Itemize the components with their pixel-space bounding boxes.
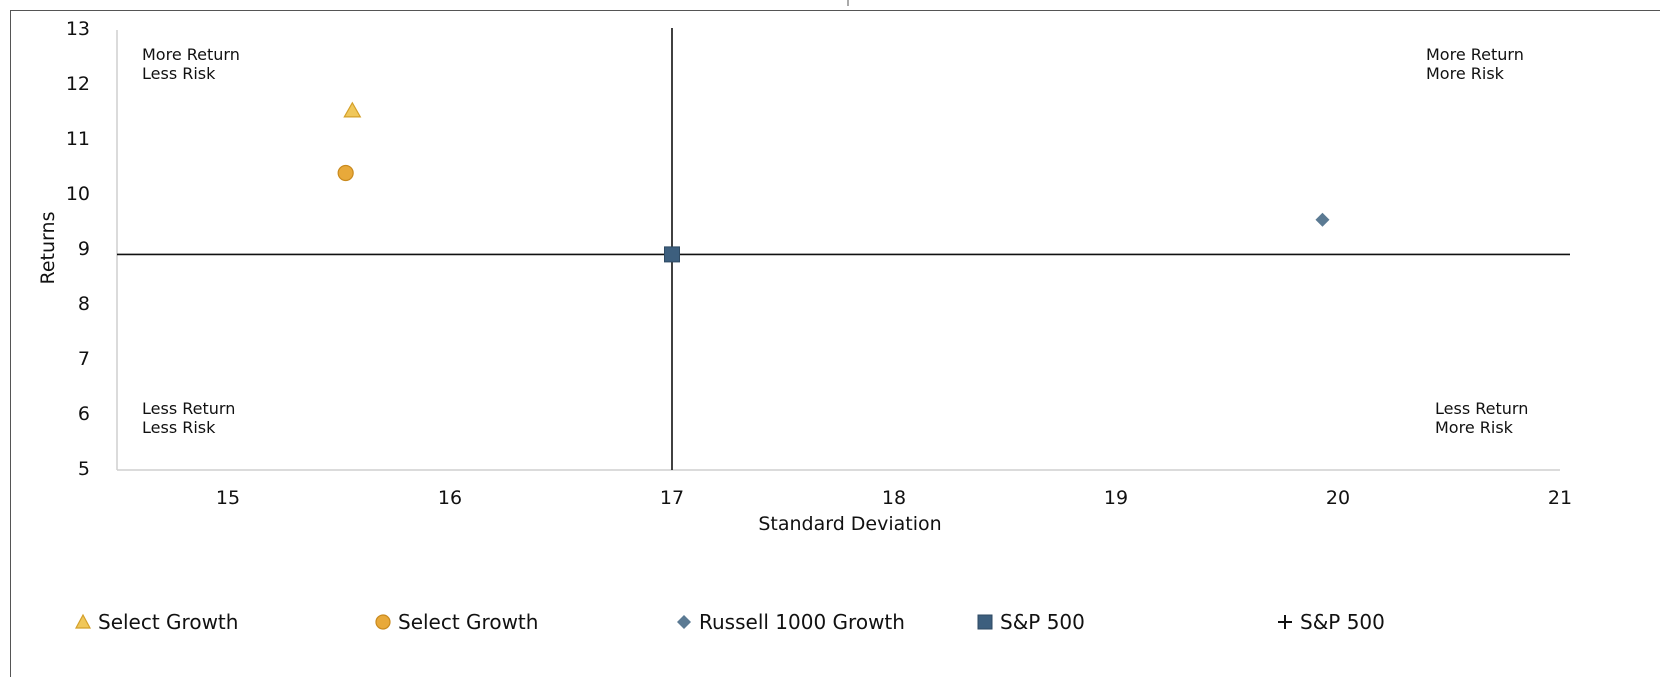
quadrant-label-line: Less Return — [142, 399, 236, 418]
legend: Select Growth Select Growth Russell 1000… — [0, 610, 1660, 640]
legend-label: S&P 500 — [1300, 610, 1385, 634]
quadrant-label-line: More Risk — [1435, 418, 1513, 437]
quadrant-label-line: More Return — [1426, 45, 1524, 64]
x-tick-label: 17 — [659, 487, 685, 509]
quadrant-label-top-left: More Return Less Risk — [142, 45, 240, 83]
quadrant-label-line: More Risk — [1426, 64, 1504, 83]
chart-frame — [10, 10, 1660, 677]
x-axis-title: Standard Deviation — [758, 513, 942, 535]
legend-item: S&P 500 — [1276, 610, 1385, 634]
legend-item: Select Growth — [74, 610, 238, 634]
y-tick-label: 8 — [77, 293, 90, 315]
legend-item: Select Growth — [374, 610, 538, 634]
y-tick-label: 5 — [77, 458, 90, 480]
y-tick-label: 6 — [77, 403, 90, 425]
legend-label: Select Growth — [98, 610, 239, 634]
legend-item: S&P 500 — [976, 610, 1085, 634]
quadrant-label-line: More Return — [142, 45, 240, 64]
plus-marker-icon — [1278, 615, 1292, 629]
data-point-diamond — [1315, 212, 1330, 227]
diamond-marker-icon — [677, 615, 691, 629]
data-point-square — [664, 246, 680, 263]
x-tick-label: 15 — [215, 487, 241, 509]
quadrant-label-bottom-left: Less Return Less Risk — [142, 399, 235, 437]
x-tick-label: 20 — [1325, 487, 1351, 509]
data-point-circle — [337, 164, 354, 182]
square-marker-icon — [977, 614, 993, 630]
legend-item: Russell 1000 Growth — [675, 610, 905, 634]
x-tick-label: 19 — [1103, 487, 1129, 509]
y-tick-label: 7 — [77, 348, 90, 370]
legend-label: S&P 500 — [1000, 610, 1085, 634]
triangle-marker-icon — [74, 613, 92, 629]
quadrant-label-line: Less Risk — [142, 64, 216, 83]
circle-marker-icon — [375, 614, 391, 630]
y-tick-label: 10 — [65, 183, 90, 205]
y-tick-label: 9 — [77, 238, 90, 260]
quadrant-label-line: Less Risk — [142, 418, 216, 437]
y-tick-label: 12 — [65, 73, 90, 95]
data-point-triangle — [343, 101, 362, 118]
x-tick-label: 21 — [1547, 487, 1573, 509]
quadrant-label-top-right: More Return More Risk — [1426, 45, 1524, 83]
quadrant-label-bottom-right: Less Return More Risk — [1435, 399, 1528, 437]
legend-label: Select Growth — [398, 610, 539, 634]
y-tick-label: 13 — [65, 18, 90, 40]
y-tick-label: 11 — [65, 128, 90, 150]
x-tick-label: 16 — [437, 487, 463, 509]
legend-label: Russell 1000 Growth — [699, 610, 905, 634]
quadrant-label-line: Less Return — [1435, 399, 1529, 418]
x-tick-label: 18 — [881, 487, 907, 509]
